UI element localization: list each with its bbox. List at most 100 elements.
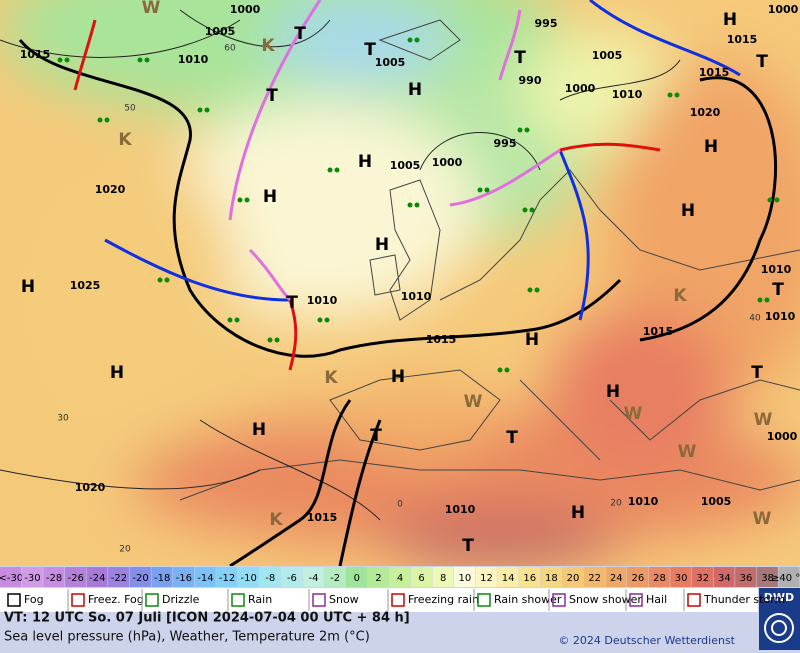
scale-cell: [713, 567, 735, 587]
logo-box: [759, 588, 800, 650]
rain-symbol: [764, 297, 770, 303]
scale-label: 34: [718, 573, 731, 584]
scale-label: 24: [610, 573, 623, 584]
weather-icon: [391, 593, 405, 607]
isobar-label: 1020: [95, 183, 126, 196]
isobar-label: 1005: [205, 25, 236, 38]
scale-cell: [281, 567, 303, 587]
rain-symbol: [529, 207, 535, 213]
description: Sea level pressure (hPa), Weather, Tempe…: [4, 630, 370, 645]
scale-cell: [108, 567, 130, 587]
isobar-label: 1010: [401, 290, 432, 303]
isobar-label: 1010: [628, 495, 659, 508]
scale-label: -24: [89, 573, 105, 584]
rain-symbol: [164, 277, 170, 283]
rain-symbol: [524, 127, 530, 133]
pressure-center: K: [261, 36, 275, 56]
warm-front: [559, 142, 661, 152]
rain-symbol: [407, 37, 413, 43]
isobar-label: 1005: [390, 159, 421, 172]
pressure-center: H: [525, 330, 539, 350]
scale-label: 36: [740, 573, 753, 584]
isobar-label: 1015: [699, 66, 730, 79]
rain-symbol: [137, 57, 143, 63]
scale-cell: [129, 567, 151, 587]
rain-symbol: [414, 37, 420, 43]
rain-symbol: [237, 197, 243, 203]
weather-icon: [687, 593, 701, 607]
occlusion: [228, 0, 561, 302]
rain-symbol: [244, 197, 250, 203]
isobar-label: 1010: [612, 88, 643, 101]
isobar-label: 1010: [178, 53, 209, 66]
isobar-label: 1010: [307, 294, 338, 307]
pressure-center: H: [571, 503, 585, 523]
scale-label: -30: [24, 573, 40, 584]
isobar-label: 1000: [768, 3, 799, 16]
scale-cell: [367, 567, 389, 587]
rain-symbol: [317, 317, 323, 323]
weather-icon: [312, 593, 326, 607]
pressure-center: H: [391, 367, 405, 387]
scale-label: 14: [502, 573, 515, 584]
scale-label: 12: [480, 573, 493, 584]
rain-symbol: [157, 277, 163, 283]
scale-label: 0: [354, 573, 360, 584]
pressure-center: H: [110, 363, 124, 383]
rain-symbol: [527, 287, 533, 293]
graticule-label: 50: [124, 104, 136, 114]
logo-swirl: [771, 620, 787, 636]
scale-cell: [172, 567, 195, 587]
isobar-label: 990: [519, 74, 542, 87]
graticule-label: 30: [57, 414, 69, 424]
scale-cell: [518, 567, 541, 587]
isobar-label: 1000: [767, 430, 798, 443]
pressure-center: T: [266, 86, 278, 106]
pressure-center: T: [286, 293, 298, 313]
warm-front: [288, 299, 298, 371]
scale-cell: [605, 567, 627, 587]
scale-cell: [324, 567, 346, 587]
scale-cell: [432, 567, 454, 587]
isobar: [229, 399, 382, 568]
scale-label: -4: [309, 573, 319, 584]
scale-label: 4: [397, 573, 403, 584]
isobar: [639, 76, 777, 342]
scale-cell: [345, 567, 368, 587]
rain-symbol: [144, 57, 150, 63]
scale-label: ≥40 °C: [771, 573, 800, 584]
isobar-label: 1015: [727, 33, 758, 46]
weather-icon: [71, 593, 85, 607]
rain-symbol: [674, 92, 680, 98]
rain-symbol: [324, 317, 330, 323]
blob: [270, 0, 450, 80]
rain-symbol: [104, 117, 110, 123]
weather-icon: [231, 593, 245, 607]
scale-label: 8: [440, 573, 446, 584]
rain-symbol: [234, 317, 240, 323]
pressure-center: H: [252, 420, 266, 440]
weather-label: Drizzle: [162, 593, 200, 606]
isobar-label: 1010: [445, 503, 476, 516]
rain-symbol: [504, 367, 510, 373]
pressure-center: T: [462, 536, 474, 556]
rain-symbol: [227, 317, 233, 323]
rain-symbol: [197, 107, 203, 113]
isobar-label: 995: [494, 137, 517, 150]
scale-cell: [627, 567, 649, 587]
weather-icon: [7, 593, 21, 607]
isobar-label: 1010: [765, 310, 796, 323]
cold-front: [558, 149, 590, 321]
fronts: [73, 0, 741, 371]
rain-symbol: [407, 202, 413, 208]
rain-symbol: [517, 127, 523, 133]
rain-symbol: [484, 187, 490, 193]
pressure-center: H: [606, 382, 620, 402]
scale-cell: [670, 567, 692, 587]
scale-label: -28: [46, 573, 62, 584]
temperature-field: [0, 0, 800, 570]
scale-cell: [237, 567, 259, 587]
blob: [550, 310, 730, 470]
isobar-label: 1005: [375, 56, 406, 69]
